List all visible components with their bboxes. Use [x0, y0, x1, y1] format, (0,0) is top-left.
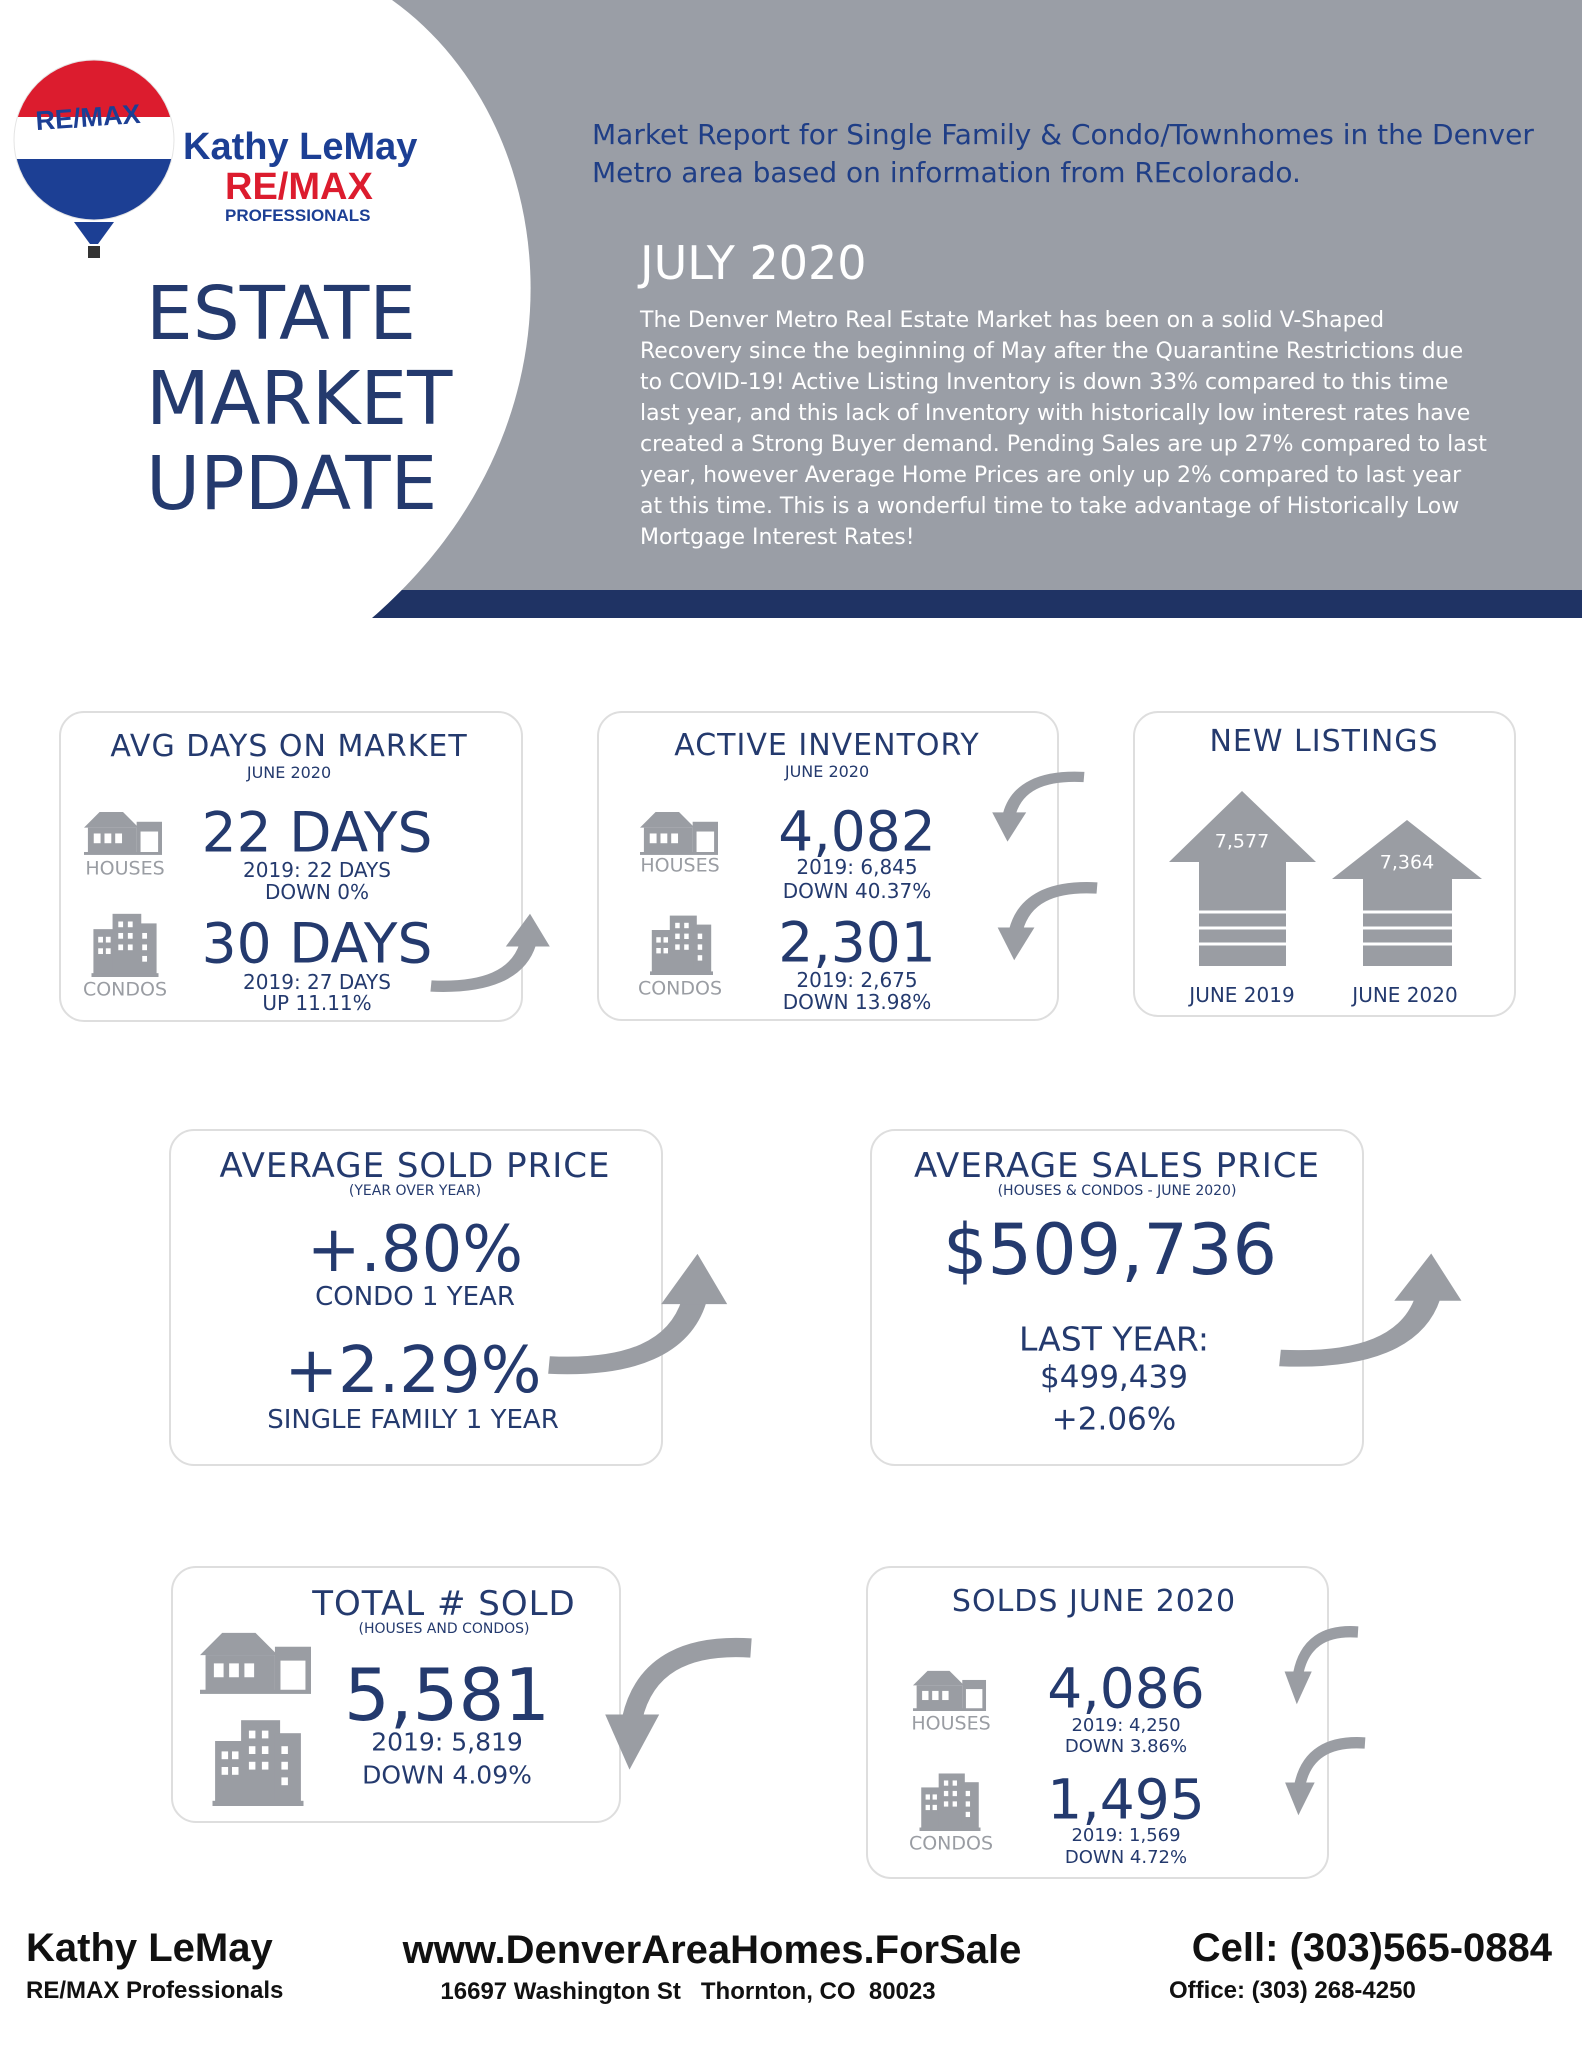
- footer-cell: Cell: (303)565-0884: [1191, 1926, 1552, 1970]
- arrow-value: 7,364: [1379, 851, 1435, 874]
- card-title: AVERAGE SALES PRICE: [913, 1146, 1321, 1186]
- card-title: TOTAL # SOLD: [312, 1584, 576, 1624]
- stat-change: DOWN 4.72%: [1064, 1847, 1188, 1868]
- stat-value: 4,082: [778, 799, 936, 864]
- stat-value: 2,301: [778, 910, 936, 975]
- footer-address: 16697 Washington St Thornton, CO 80023: [440, 1978, 936, 2005]
- icon-label: HOUSES: [85, 857, 165, 880]
- stat-prior: 2019: 27 DAYS: [243, 970, 391, 994]
- card-title: NEW LISTINGS: [1209, 724, 1439, 759]
- stat-change: +2.06%: [1051, 1401, 1177, 1438]
- logo-agent: Kathy LeMay: [183, 126, 418, 168]
- card-title: AVERAGE SOLD PRICE: [219, 1146, 611, 1186]
- stat-value: 1,495: [1047, 1767, 1205, 1832]
- listing-arrows: [1169, 791, 1482, 966]
- logo-brand: RE/MAX: [225, 166, 373, 208]
- stat-change: DOWN 40.37%: [782, 879, 932, 903]
- stat-value: $509,736: [942, 1209, 1278, 1291]
- footer-office: RE/MAX Professionals: [26, 1977, 284, 2004]
- stat-prior: 2019: 5,819: [371, 1727, 523, 1757]
- stat-prior: 2019: 4,250: [1071, 1715, 1181, 1736]
- card-note: (HOUSES & CONDOS - JUNE 2020): [997, 1183, 1237, 1199]
- card-note: (YEAR OVER YEAR): [348, 1183, 482, 1199]
- card-title: ACTIVE INVENTORY: [674, 728, 980, 763]
- icon-label: CONDOS: [82, 978, 168, 1001]
- footer-website: www.DenverAreaHomes.ForSale: [402, 1928, 1022, 1972]
- stat-prior: 2019: 2,675: [796, 968, 918, 992]
- summary: The Denver Metro Real Estate Market has …: [640, 308, 1487, 550]
- stat-change: DOWN 0%: [265, 880, 369, 904]
- card-title: AVG DAYS ON MARKET: [110, 729, 468, 764]
- icon-label: HOUSES: [911, 1712, 991, 1735]
- stat-value: +2.29%: [284, 1334, 542, 1408]
- card-period: JUNE 2020: [784, 762, 870, 781]
- stat-value: +.80%: [306, 1213, 524, 1287]
- card-period: JUNE 2020: [246, 763, 332, 782]
- last-year-label: LAST YEAR:: [1019, 1319, 1209, 1359]
- stat-label: SINGLE FAMILY 1 YEAR: [267, 1405, 559, 1435]
- card-title: SOLDS JUNE 2020: [951, 1584, 1237, 1619]
- headline: ESTATE: [146, 271, 417, 357]
- stat-change: DOWN 3.86%: [1064, 1736, 1188, 1757]
- footer-phone: Office: (303) 268-4250: [1169, 1977, 1416, 2004]
- headline: MARKET: [146, 356, 453, 442]
- card-note: (HOUSES AND CONDOS): [358, 1621, 530, 1637]
- intro: Market Report for Single Family & Condo/…: [592, 118, 1534, 189]
- stat-label: CONDO 1 YEAR: [315, 1282, 515, 1312]
- icon-label: CONDOS: [908, 1832, 994, 1855]
- stat-prior: 2019: 1,569: [1071, 1825, 1181, 1846]
- arrow-label: JUNE 2020: [1352, 983, 1458, 1007]
- logo-office: PROFESSIONALS: [225, 206, 371, 225]
- arrow-label: JUNE 2019: [1189, 983, 1295, 1007]
- stat-change: DOWN 4.09%: [362, 1760, 532, 1790]
- stat-value: 22 DAYS: [201, 800, 433, 865]
- stat-change: UP 11.11%: [262, 991, 372, 1015]
- stat-value: 4,086: [1047, 1656, 1205, 1721]
- stat-prior: 2019: 22 DAYS: [243, 858, 391, 882]
- headline: UPDATE: [146, 441, 438, 527]
- stat-value: 30 DAYS: [201, 911, 433, 976]
- stat-prior: 2019: 6,845: [796, 855, 918, 879]
- footer-agent: Kathy LeMay: [26, 1926, 273, 1970]
- icon-label: HOUSES: [640, 854, 720, 877]
- last-year-value: $499,439: [1040, 1359, 1188, 1396]
- card-frames: [59, 711, 1516, 1879]
- stat-value: 5,581: [343, 1653, 551, 1737]
- arrow-value: 7,577: [1214, 830, 1270, 853]
- icon-label: CONDOS: [637, 977, 723, 1000]
- stat-change: DOWN 13.98%: [782, 990, 932, 1014]
- month: JULY 2020: [640, 236, 867, 290]
